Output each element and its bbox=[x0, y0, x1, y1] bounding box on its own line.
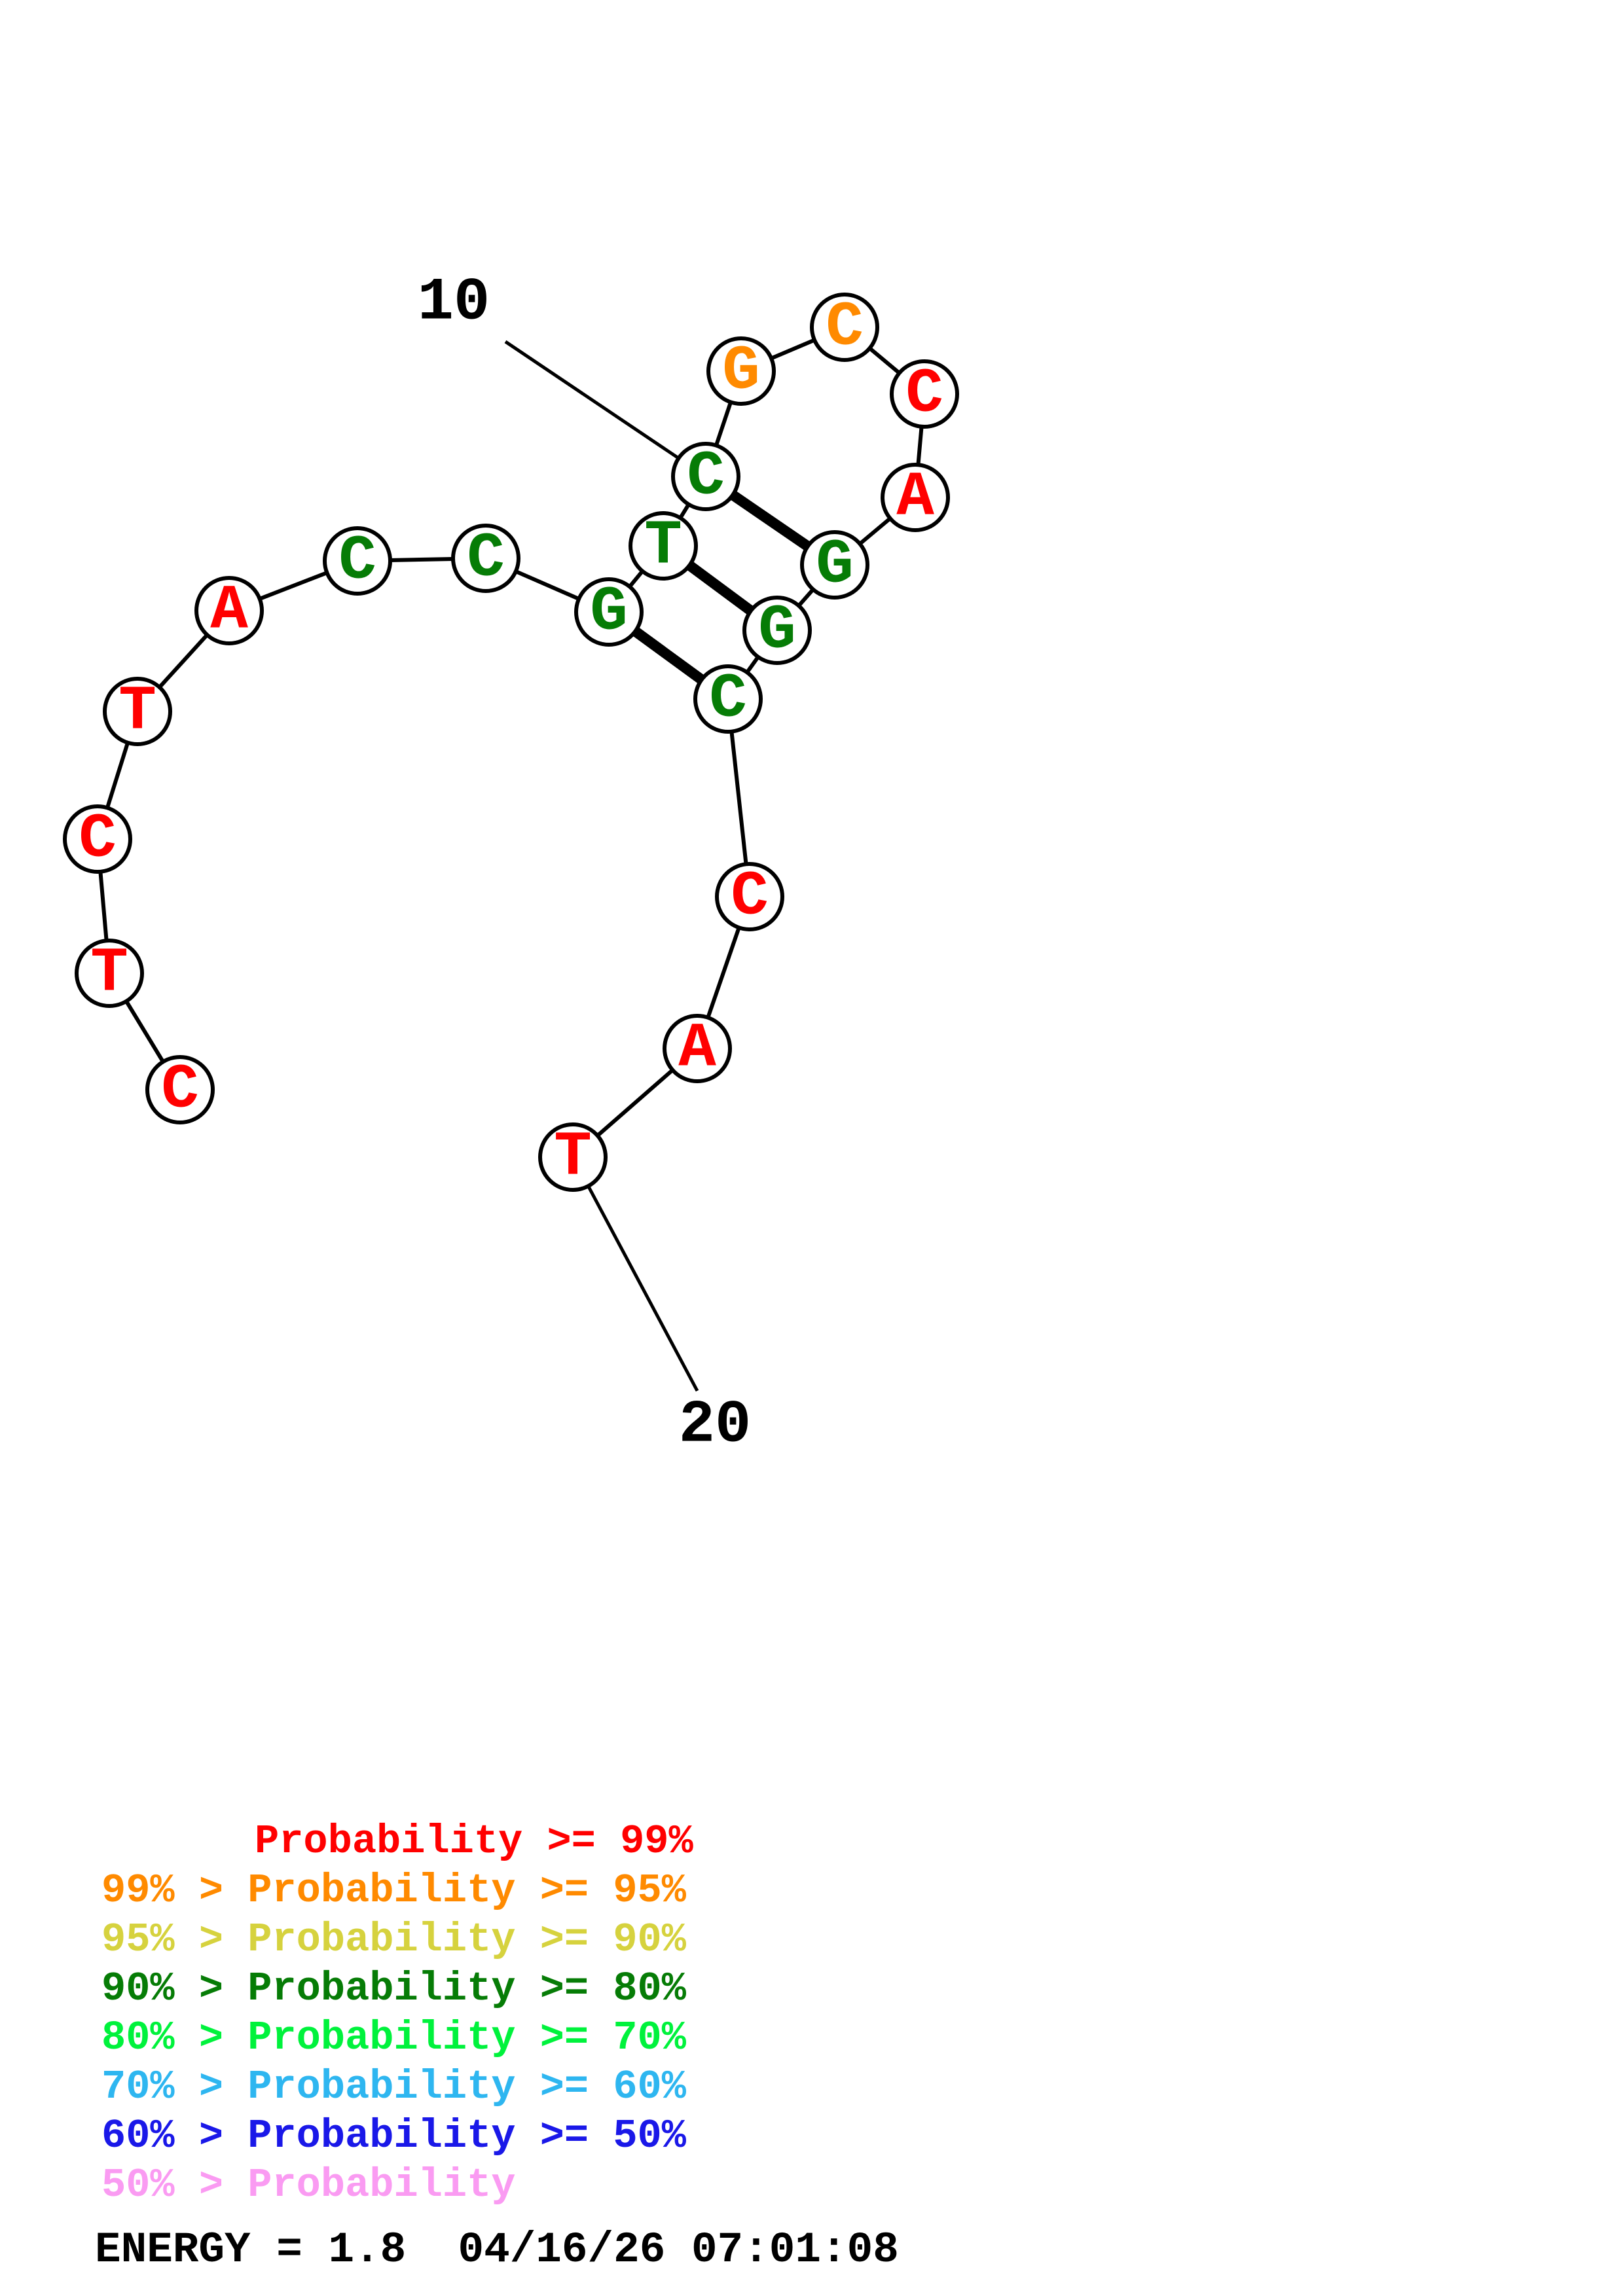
nucleotide-circle-15 bbox=[800, 530, 869, 600]
nucleotide-base-14: A bbox=[896, 462, 934, 533]
nucleotide-node-17: C bbox=[693, 664, 763, 735]
nucleotide-node-20: T bbox=[538, 1122, 608, 1193]
nucleotide-node-15: G bbox=[800, 529, 869, 601]
position-labels: 10 20 bbox=[418, 268, 751, 1460]
nucleotide-circle-12 bbox=[810, 293, 879, 362]
nucleotide-circle-8 bbox=[574, 577, 644, 647]
nucleotide-node-4: T bbox=[103, 676, 172, 747]
nucleotide-circle-13 bbox=[890, 359, 959, 429]
nucleotide-node-8: G bbox=[574, 577, 644, 648]
legend-row-90-80: 90% > Probability >= 80% bbox=[101, 1965, 687, 2012]
legend-row-lt-50: 50% > Probability bbox=[101, 2162, 516, 2208]
nucleotide-node-7: C bbox=[451, 523, 520, 594]
nucleotide-base-13: C bbox=[905, 359, 943, 430]
nucleotide-circle-11 bbox=[706, 336, 776, 406]
nucleotide-base-10: C bbox=[687, 441, 725, 512]
nucleotide-circle-19 bbox=[663, 1014, 732, 1083]
nucleotide-node-18: C bbox=[715, 861, 784, 933]
nucleotide-node-6: C bbox=[323, 526, 392, 597]
nucleotide-circle-17 bbox=[693, 664, 763, 734]
nucleotide-circle-3 bbox=[63, 804, 132, 874]
nucleotide-node-2: T bbox=[75, 938, 144, 1009]
legend-row-70-60: 70% > Probability >= 60% bbox=[101, 2064, 687, 2110]
nucleotide-base-12: C bbox=[826, 292, 864, 363]
nucleotide-base-7: C bbox=[467, 523, 505, 594]
nucleotide-node-19: A bbox=[663, 1013, 732, 1085]
nucleotide-base-6: C bbox=[338, 526, 376, 597]
label-line-10 bbox=[504, 340, 707, 478]
legend-row-60-50: 60% > Probability >= 50% bbox=[101, 2113, 687, 2159]
nucleotide-base-20: T bbox=[554, 1122, 592, 1193]
legend-row-95-90: 95% > Probability >= 90% bbox=[101, 1916, 687, 1963]
nucleotide-node-16: G bbox=[742, 595, 812, 666]
nucleotide-circle-10 bbox=[671, 442, 740, 511]
nucleotide-node-1: C bbox=[145, 1054, 215, 1126]
nucleotide-base-2: T bbox=[90, 938, 128, 1009]
nucleotide-circle-18 bbox=[715, 862, 784, 931]
legend-row-80-70: 80% > Probability >= 70% bbox=[101, 2015, 687, 2061]
nucleotide-node-13: C bbox=[890, 359, 959, 430]
nucleotide-base-17: C bbox=[709, 664, 747, 735]
backbone-lines bbox=[96, 325, 926, 1159]
nucleotide-base-8: G bbox=[590, 577, 628, 648]
nucleotide-base-5: A bbox=[210, 575, 248, 647]
nucleotide-circle-16 bbox=[742, 596, 812, 665]
nucleotide-node-10: C bbox=[671, 441, 740, 512]
nucleotide-base-11: G bbox=[722, 336, 760, 407]
nucleotide-node-14: A bbox=[881, 462, 950, 533]
nucleotide-node-12: C bbox=[810, 292, 879, 363]
nucleotide-circle-7 bbox=[451, 524, 520, 593]
nucleotide-node-11: G bbox=[706, 336, 776, 407]
nucleotide-circle-9 bbox=[629, 511, 698, 581]
nucleotide-circle-1 bbox=[145, 1055, 215, 1124]
nucleotide-base-4: T bbox=[119, 676, 156, 747]
nucleotide-base-1: C bbox=[161, 1054, 199, 1126]
footer: ENERGY = 1.8 04/16/26 07:01:08 bbox=[95, 2225, 899, 2274]
nucleotide-base-16: G bbox=[758, 595, 796, 666]
nucleotide-base-9: T bbox=[644, 511, 682, 582]
nucleotide-circle-20 bbox=[538, 1122, 608, 1192]
position-label-20: 20 bbox=[679, 1391, 751, 1460]
energy-datetime-text: ENERGY = 1.8 04/16/26 07:01:08 bbox=[95, 2225, 899, 2274]
nucleotide-base-15: G bbox=[816, 529, 854, 601]
label-line-20 bbox=[571, 1156, 699, 1392]
nucleotide-node-9: T bbox=[629, 511, 698, 582]
nucleotide-base-19: A bbox=[678, 1013, 716, 1085]
nucleotide-circle-6 bbox=[323, 526, 392, 596]
legend-row-99-95: 99% > Probability >= 95% bbox=[101, 1867, 687, 1914]
nucleotide-base-18: C bbox=[731, 861, 769, 933]
nucleotide-circle-5 bbox=[194, 576, 264, 645]
nucleotide-base-3: C bbox=[79, 804, 117, 875]
label-pointer-lines bbox=[504, 340, 707, 1392]
nucleotide-circle-14 bbox=[881, 463, 950, 532]
nucleotide-circle-2 bbox=[75, 939, 144, 1008]
nucleotide-node-3: C bbox=[63, 804, 132, 875]
nucleotide-circle-4 bbox=[103, 677, 172, 746]
position-label-10: 10 bbox=[418, 268, 490, 337]
nucleotide-node-5: A bbox=[194, 575, 264, 647]
legend: Probability >= 99% 99% > Probability >= … bbox=[101, 1818, 694, 2208]
legend-row-prob-ge-99: Probability >= 99% bbox=[255, 1818, 694, 1865]
